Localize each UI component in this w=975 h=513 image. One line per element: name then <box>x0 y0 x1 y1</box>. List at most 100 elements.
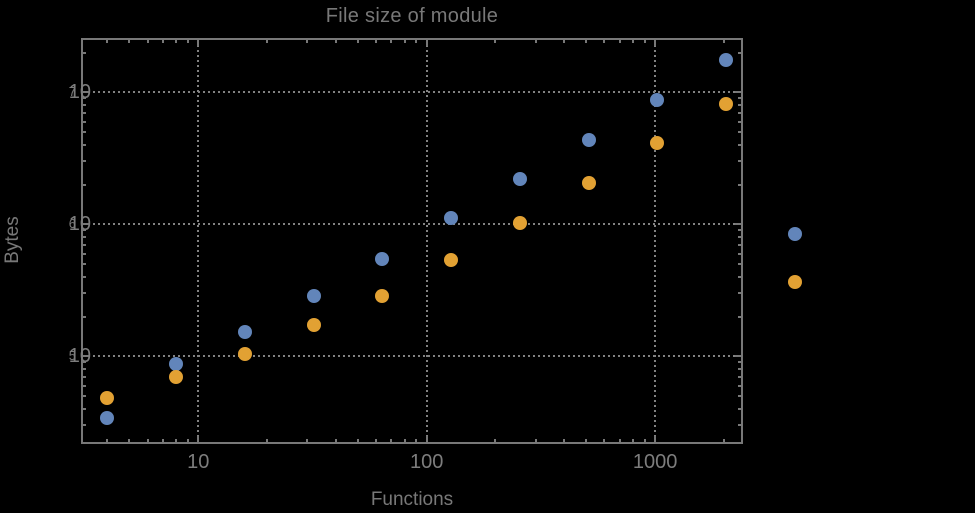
tick-mark <box>186 439 189 442</box>
tick-mark <box>631 439 634 442</box>
tick-mark <box>603 439 606 442</box>
tick-mark <box>83 375 86 378</box>
tick-mark <box>738 407 741 410</box>
tick-mark <box>738 229 741 232</box>
tick-mark <box>83 361 86 364</box>
tick-mark <box>83 236 86 239</box>
tick-mark <box>738 236 741 239</box>
tick-mark <box>146 439 149 442</box>
data-point-series-2-orange <box>375 288 390 303</box>
chart-title: File size of module <box>325 5 499 27</box>
tick-mark <box>425 436 428 442</box>
x-tick-label: 1000 <box>632 451 678 473</box>
data-point-series-1-blue <box>169 357 184 372</box>
data-point-series-2-orange <box>650 135 665 150</box>
data-point-series-1-blue <box>375 251 390 266</box>
data-point-series-1-blue <box>237 325 252 340</box>
gridline-horizontal <box>83 91 741 94</box>
data-point-series-2-orange <box>581 175 596 190</box>
tick-mark <box>306 439 309 442</box>
tick-mark <box>146 40 149 43</box>
tick-mark <box>334 439 337 442</box>
tick-mark <box>738 104 741 107</box>
tick-mark <box>425 40 428 46</box>
tick-mark <box>643 439 646 442</box>
tick-mark <box>738 183 741 186</box>
data-point-series-1-blue <box>512 171 527 186</box>
tick-mark <box>83 424 86 427</box>
tick-mark <box>534 40 537 43</box>
tick-mark <box>735 355 741 358</box>
tick-mark <box>738 120 741 123</box>
tick-mark <box>374 40 377 43</box>
tick-mark <box>306 40 309 43</box>
tick-mark <box>83 275 86 278</box>
tick-mark <box>415 439 418 442</box>
tick-mark <box>563 40 566 43</box>
y-tick-label: 10 6 <box>68 213 92 236</box>
tick-mark <box>83 252 86 255</box>
tick-mark <box>83 97 86 100</box>
tick-mark <box>563 439 566 442</box>
tick-mark <box>83 384 86 387</box>
tick-mark <box>738 143 741 146</box>
tick-mark <box>494 439 497 442</box>
tick-mark <box>128 40 131 43</box>
tick-mark <box>738 275 741 278</box>
tick-mark <box>534 439 537 442</box>
tick-mark <box>654 436 657 442</box>
tick-mark <box>265 439 268 442</box>
plot-frame <box>81 38 743 444</box>
tick-mark <box>603 40 606 43</box>
tick-mark <box>83 243 86 246</box>
tick-mark <box>738 131 741 134</box>
data-point-series-1-blue <box>581 132 596 147</box>
data-point-series-2-orange <box>169 369 184 384</box>
x-axis-label: Functions <box>370 489 454 510</box>
tick-mark <box>722 40 725 43</box>
tick-mark <box>738 263 741 266</box>
tick-mark <box>83 229 86 232</box>
tick-mark <box>186 40 189 43</box>
tick-mark <box>738 361 741 364</box>
tick-mark <box>403 40 406 43</box>
tick-mark <box>83 315 86 318</box>
data-point-series-1-blue <box>444 211 459 226</box>
y-tick-label: 10 5 <box>68 345 92 368</box>
tick-mark <box>618 439 621 442</box>
y-tick-label: 10 7 <box>68 81 92 104</box>
tick-mark <box>738 111 741 114</box>
tick-mark <box>175 439 178 442</box>
tick-mark <box>83 292 86 295</box>
tick-mark <box>83 183 86 186</box>
tick-mark <box>738 424 741 427</box>
tick-mark <box>83 223 89 226</box>
tick-mark <box>738 160 741 163</box>
tick-mark <box>334 40 337 43</box>
tick-mark <box>415 40 418 43</box>
tick-mark <box>83 160 86 163</box>
tick-mark <box>618 40 621 43</box>
gridline-vertical <box>197 40 200 442</box>
tick-mark <box>738 243 741 246</box>
tick-mark <box>722 439 725 442</box>
tick-mark <box>83 407 86 410</box>
tick-mark <box>390 439 393 442</box>
data-point-series-1-blue <box>100 411 115 426</box>
tick-mark <box>106 439 109 442</box>
tick-mark <box>390 40 393 43</box>
x-tick-label: 100 <box>409 451 444 473</box>
gridline-vertical <box>425 40 428 442</box>
tick-mark <box>643 40 646 43</box>
tick-mark <box>631 40 634 43</box>
tick-mark <box>83 394 86 397</box>
tick-mark <box>83 368 86 371</box>
tick-mark <box>83 355 89 358</box>
tick-mark <box>83 51 86 54</box>
data-point-series-2-orange <box>788 275 803 290</box>
tick-mark <box>738 368 741 371</box>
data-point-series-1-blue <box>788 227 803 242</box>
tick-mark <box>494 40 497 43</box>
tick-mark <box>161 40 164 43</box>
